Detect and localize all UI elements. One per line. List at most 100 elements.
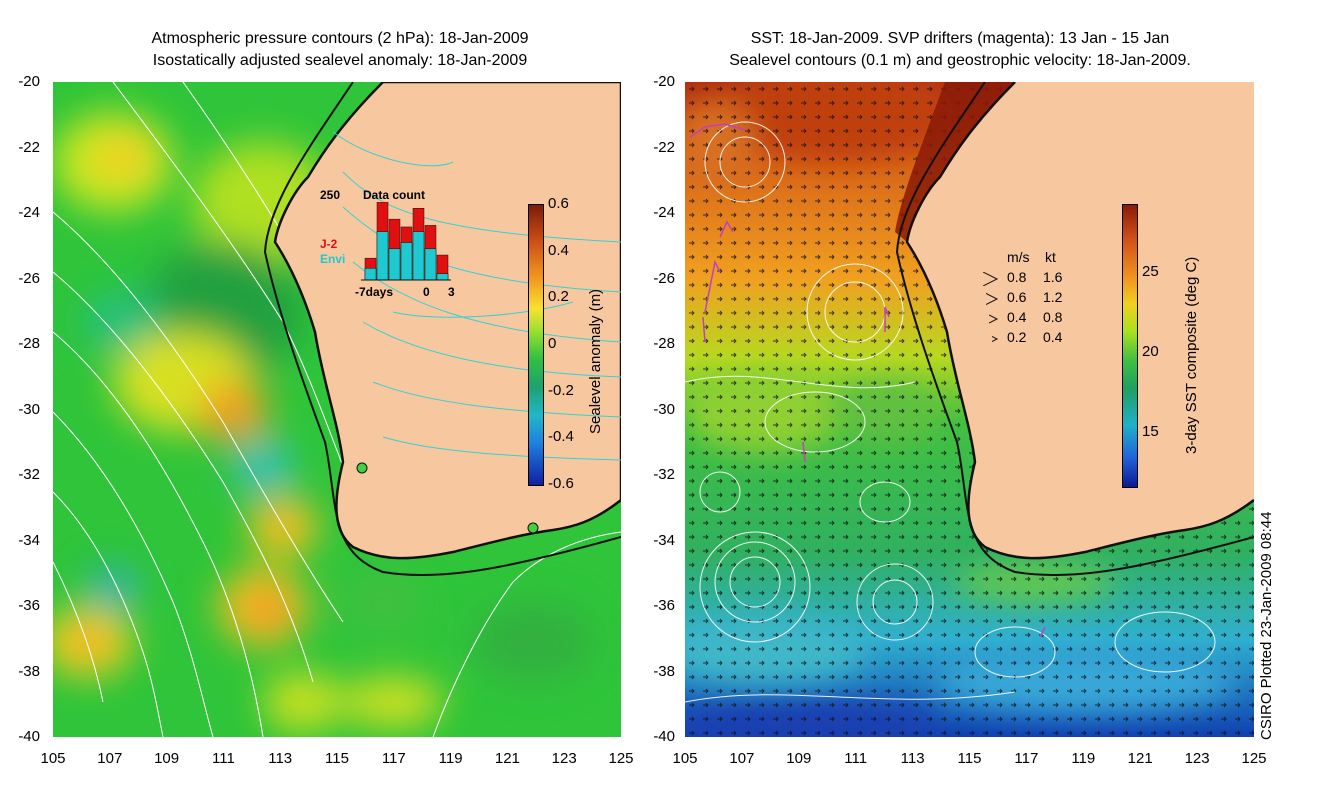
sst-map: m/s kt 0.8 1.6 0.6 1.2 0.4 0.8 0.2 0.4 25 20 15 3… xyxy=(685,82,1254,737)
y-tick-label: -36 xyxy=(653,597,675,614)
y-tick-label: -26 xyxy=(653,269,675,287)
velocity-key-kt-value: 0.4 xyxy=(1043,329,1063,345)
right-title-line2: Sealevel contours (0.1 m) and geostrophi… xyxy=(729,52,1191,69)
y-tick-label: -22 xyxy=(18,138,40,156)
velocity-key-kt-value: 1.6 xyxy=(1043,269,1063,285)
x-tick-label: 119 xyxy=(438,750,463,767)
inset-bar-envi xyxy=(376,231,389,281)
x-tick-label: 117 xyxy=(1014,750,1039,767)
sst-colorbar xyxy=(1122,204,1138,488)
y-tick-label: -30 xyxy=(18,400,40,418)
inset-bar-envi xyxy=(388,248,401,281)
y-tick-label: -24 xyxy=(653,204,675,221)
y-tick-label: -38 xyxy=(18,662,40,680)
velocity-key-ms-value: 0.2 xyxy=(1007,329,1027,345)
y-tick-label: -34 xyxy=(18,531,40,549)
hot-nearshore-water xyxy=(895,82,1015,242)
inset-bar-envi xyxy=(412,231,425,281)
velocity-key-arrow-icon xyxy=(982,271,999,289)
coastline-sst xyxy=(905,82,1254,560)
australia-landmass-sst xyxy=(907,82,1254,559)
colorbar-tick-label: 15 xyxy=(1142,423,1159,440)
velocity-key-arrow-icon xyxy=(988,312,999,329)
left-title-line2: Isostatically adjusted sealevel anomaly:… xyxy=(152,52,528,69)
sst-map-svg xyxy=(685,82,1254,737)
colorbar-tick-label: 0 xyxy=(548,335,557,352)
colorbar-tick-label: 25 xyxy=(1142,263,1159,280)
x-tick-label: 115 xyxy=(957,750,982,767)
sealevel-contours xyxy=(685,121,1216,703)
shelf-break-line-sst xyxy=(895,82,1254,577)
inset-legend-envi: Envi xyxy=(320,252,346,266)
y-tick-label: -32 xyxy=(18,466,40,483)
x-tick-label: 125 xyxy=(1241,750,1267,767)
velocity-key-ms-value: 0.6 xyxy=(1007,289,1027,305)
tide-gauge-marker-south xyxy=(527,522,539,534)
inset-bar-envi xyxy=(424,248,437,281)
y-tick-label: -40 xyxy=(18,728,40,745)
inset-bar-envi xyxy=(400,242,413,281)
shelf-break-line xyxy=(263,82,621,577)
x-tick-label: 105 xyxy=(40,750,66,767)
colorbar-tick-label: 20 xyxy=(1142,343,1159,360)
x-tick-label: 123 xyxy=(1184,750,1210,767)
plot-credit: CSIRO Plotted 23-Jan-2009 08:44 xyxy=(1258,511,1275,740)
inset-xlabel-zero: 0 xyxy=(423,285,430,299)
y-tick-label: -28 xyxy=(653,335,675,352)
inset-histogram xyxy=(361,202,451,281)
left-title-line1: Atmospheric pressure contours (2 hPa): 1… xyxy=(151,30,529,47)
y-tick-label: -38 xyxy=(653,662,675,680)
colorbar-tick-label: -0.2 xyxy=(548,381,574,399)
velocity-key-ms-value: 0.8 xyxy=(1007,269,1027,285)
y-tick-label: -40 xyxy=(653,728,675,745)
x-tick-label: 109 xyxy=(154,750,180,767)
velocity-key-kt-value: 0.8 xyxy=(1043,309,1063,325)
x-tick-label: 109 xyxy=(786,750,812,767)
y-tick-label: -30 xyxy=(653,400,675,418)
x-tick-label: 117 xyxy=(381,750,406,767)
y-tick-label: -20 xyxy=(18,73,40,90)
x-tick-label: 125 xyxy=(608,750,634,767)
x-tick-label: 113 xyxy=(900,750,925,767)
x-tick-label: 111 xyxy=(844,750,868,767)
velocity-key-ms-value: 0.4 xyxy=(1007,309,1027,325)
colorbar-tick-label: 0.4 xyxy=(548,241,569,259)
tide-gauge-marker-north xyxy=(356,462,368,474)
y-tick-label: -32 xyxy=(653,466,675,483)
x-tick-label: 119 xyxy=(1071,750,1096,767)
velocity-key-header-kt: kt xyxy=(1045,249,1056,265)
colorbar-tick-label: 0.6 xyxy=(548,195,569,212)
y-tick-label: -34 xyxy=(653,531,675,549)
x-tick-label: 113 xyxy=(268,750,293,767)
right-map-title: SST: 18-Jan-2009. SVP drifters (magenta)… xyxy=(640,28,1280,72)
svp-drifter-tracks xyxy=(689,123,1046,638)
anomaly-field xyxy=(53,112,593,732)
sealevel-colorbar-label: Sealevel anomaly (m) xyxy=(587,288,604,434)
inset-xlabel-left: -7days xyxy=(355,285,394,299)
velocity-key-header-ms: m/s xyxy=(1007,249,1030,265)
inset-bar-envi xyxy=(436,273,449,281)
x-tick-label: 107 xyxy=(729,750,755,767)
inset-legend-j2: J-2 xyxy=(320,237,338,251)
colorbar-tick-label: -0.4 xyxy=(548,428,574,446)
inset-title: Data count xyxy=(363,188,426,202)
velocity-key-kt-value: 1.2 xyxy=(1043,289,1063,305)
y-tick-label: -24 xyxy=(18,204,40,221)
x-tick-label: 111 xyxy=(211,750,235,767)
inset-ymax-label: 250 xyxy=(320,188,341,202)
x-tick-label: 105 xyxy=(672,750,698,767)
x-tick-label: 121 xyxy=(1127,750,1153,767)
y-tick-label: -28 xyxy=(18,335,40,352)
inset-xlabel-right: 3 xyxy=(448,285,455,299)
inset-bar-envi xyxy=(364,268,377,281)
x-tick-label: 107 xyxy=(97,750,123,767)
y-tick-label: -36 xyxy=(18,597,40,614)
velocity-key-arrow-icon xyxy=(991,332,999,349)
sst-colorbar-label: 3-day SST composite (deg C) xyxy=(1183,256,1200,454)
left-map-title: Atmospheric pressure contours (2 hPa): 1… xyxy=(60,28,620,72)
y-tick-label: -26 xyxy=(18,269,40,287)
colorbar-tick-label: -0.6 xyxy=(548,475,574,492)
sealevel-anomaly-map: 250 Data count J-2 Envi -7days 0 3 0.6 0.… xyxy=(53,82,621,737)
x-tick-label: 123 xyxy=(551,750,577,767)
x-tick-label: 121 xyxy=(494,750,520,767)
